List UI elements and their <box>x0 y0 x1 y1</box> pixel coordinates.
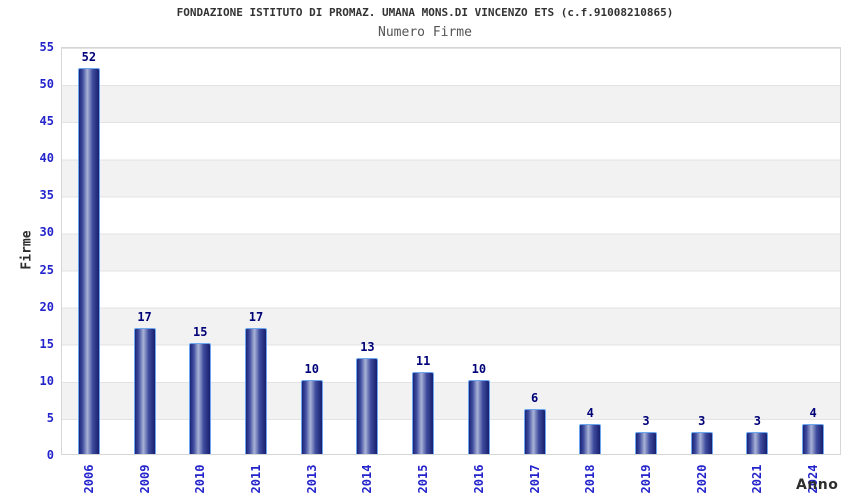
bar-2009 <box>133 328 156 454</box>
bar-value-label: 3 <box>698 414 706 428</box>
x-tick-label: 2018 <box>583 464 598 494</box>
y-tick-label: 35 <box>39 188 54 203</box>
bar-2020 <box>690 432 713 454</box>
x-tick-label: 2019 <box>639 464 653 494</box>
bar-2019 <box>635 432 657 454</box>
y-tick-label: 55 <box>39 40 54 54</box>
bar-value-label: 10 <box>471 362 487 376</box>
y-tick-label: 15 <box>39 336 54 351</box>
x-tick-label: 2011 <box>249 464 263 494</box>
chart-subtitle: Numero Firme <box>378 25 472 40</box>
bar-2015 <box>412 372 435 454</box>
bar-2016 <box>467 380 490 454</box>
bar-2017 <box>523 409 546 454</box>
bar-value-label: 10 <box>304 362 319 376</box>
x-tick-label: 2013 <box>304 464 319 494</box>
y-tick-label: 10 <box>39 373 54 388</box>
x-tick-label: 2017 <box>527 464 542 494</box>
bar-value-label: 17 <box>248 310 264 324</box>
bar-value-label: 3 <box>753 414 762 428</box>
y-tick-label: 25 <box>39 262 54 277</box>
y-tick-label: 40 <box>39 151 54 166</box>
y-tick-label: 5 <box>46 410 54 425</box>
bar-2018 <box>579 424 602 454</box>
bar-2011 <box>245 328 267 454</box>
bar-value-label: 11 <box>415 354 431 368</box>
y-tick-label: 50 <box>39 77 54 92</box>
y-tick-label: 30 <box>39 225 54 240</box>
bar-value-label: 17 <box>137 310 152 324</box>
bar-value-label: 6 <box>530 391 539 405</box>
bar-value-label: 13 <box>360 340 375 354</box>
bar-2006 <box>77 68 100 454</box>
x-axis-title: Anno <box>796 477 839 493</box>
bar-value-label: 52 <box>81 50 97 64</box>
x-tick-label: 2016 <box>471 464 486 494</box>
x-tick-label: 2014 <box>360 464 375 494</box>
bar-2024 <box>802 424 825 454</box>
chart-title: FONDAZIONE ISTITUTO DI PROMAZ. UMANA MON… <box>176 6 674 19</box>
x-tick-label: 2006 <box>81 464 96 494</box>
y-tick-label: 20 <box>39 299 54 314</box>
bar-value-label: 4 <box>586 406 594 420</box>
x-tick-label: 2020 <box>694 464 709 494</box>
x-tick-label: 2009 <box>137 464 152 494</box>
x-tick-label: 2021 <box>750 464 765 494</box>
bar-2021 <box>746 432 769 454</box>
bar-value-label: 4 <box>809 406 817 420</box>
y-tick-label: 45 <box>39 114 54 129</box>
y-tick-label: 0 <box>46 448 54 462</box>
x-tick-label: 2010 <box>193 464 208 494</box>
bar-value-label: 3 <box>642 414 650 428</box>
bar-2013 <box>300 380 323 454</box>
bar-2014 <box>356 358 379 454</box>
plot-area <box>61 47 841 455</box>
bar-2010 <box>189 343 212 454</box>
x-tick-label: 2015 <box>416 464 431 494</box>
bar-value-label: 15 <box>193 325 208 339</box>
